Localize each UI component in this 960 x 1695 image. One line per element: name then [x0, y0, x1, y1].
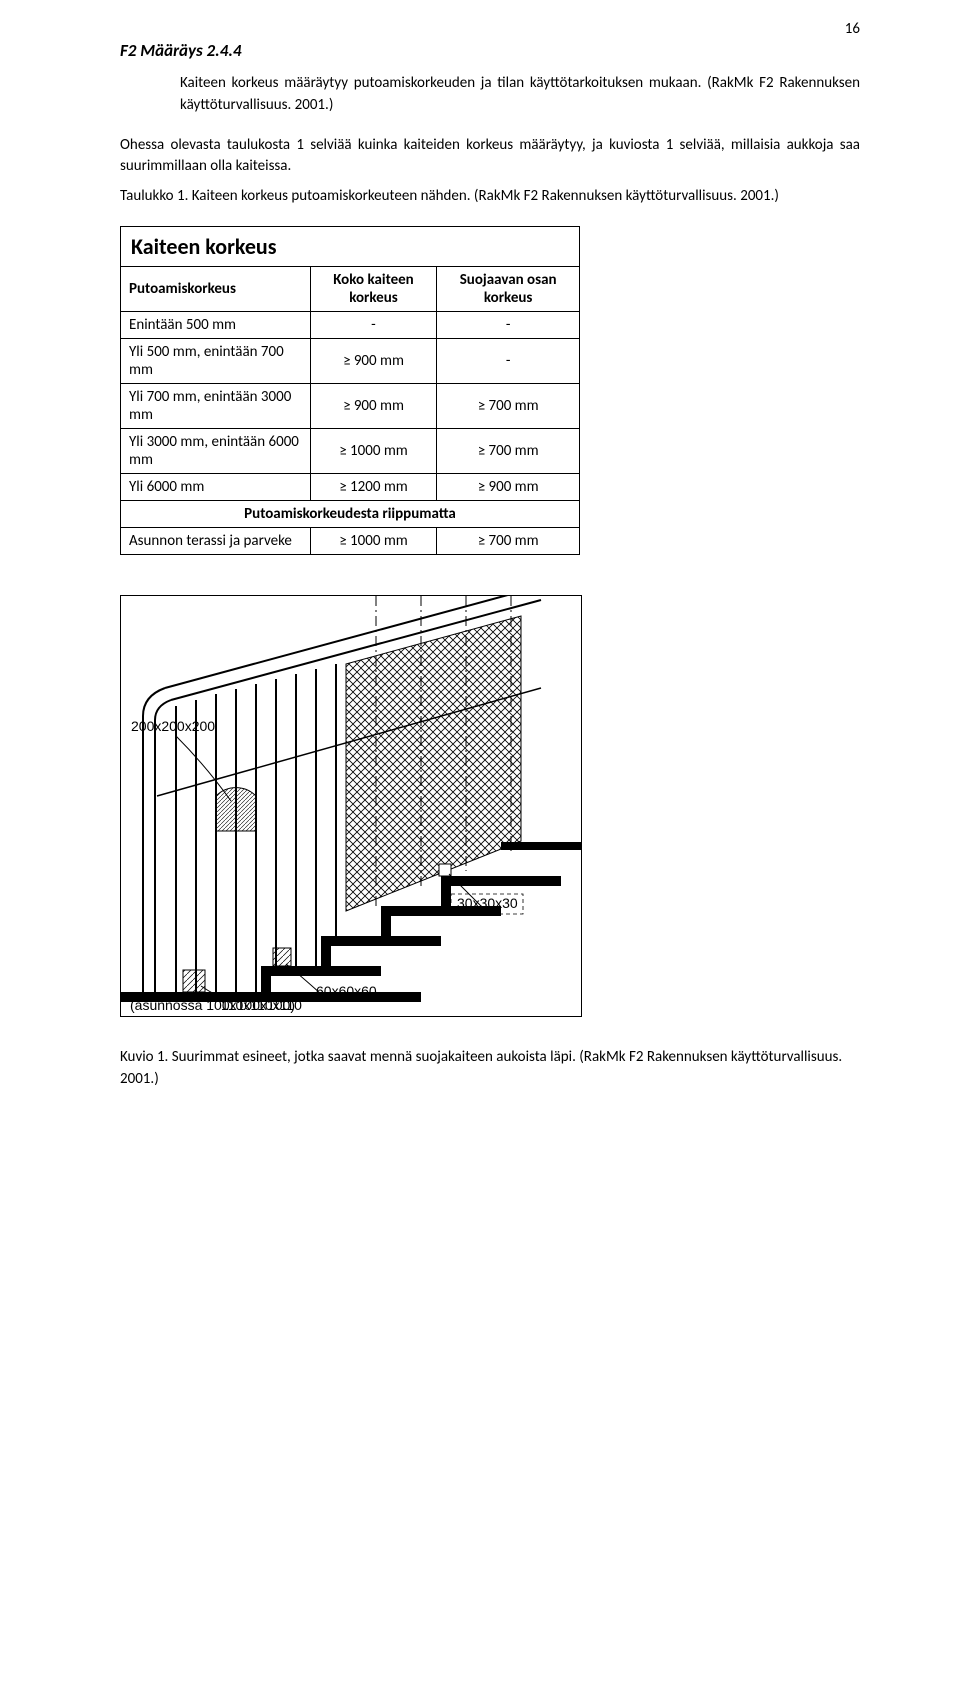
col-header-2: Koko kaiteen korkeus [310, 266, 437, 311]
row-val-2: ≥ 700 mm [437, 527, 580, 554]
row-label: Yli 500 mm, enintään 700 mm [121, 338, 311, 383]
figure-caption: Kuvio 1. Suurimmat esineet, jotka saavat… [120, 1047, 860, 1091]
row-val-2: ≥ 700 mm [437, 428, 580, 473]
diagram-bottom-paren: (asunnossa 100x100x100) [130, 997, 870, 1013]
table-row: Enintään 500 mm - - [121, 311, 580, 338]
row-label: Enintään 500 mm [121, 311, 311, 338]
railing-svg: 200x200x200 30x30x30 60x60x60 110x110x11… [121, 596, 581, 1016]
railing-diagram: 200x200x200 30x30x30 60x60x60 110x110x11… [120, 595, 582, 1017]
svg-text:30x30x30: 30x30x30 [457, 895, 518, 911]
col-header-3: Suojaavan osan korkeus [437, 266, 580, 311]
row-val-1: ≥ 1000 mm [310, 527, 437, 554]
body-paragraph: Ohessa olevasta taulukosta 1 selviää kui… [120, 135, 860, 179]
kaide-table: Kaiteen korkeus Putoamiskorkeus Koko kai… [120, 226, 580, 555]
svg-text:200x200x200: 200x200x200 [131, 718, 215, 734]
row-val-2: ≥ 900 mm [437, 473, 580, 500]
col-header-1: Putoamiskorkeus [121, 266, 311, 311]
table-header-row: Putoamiskorkeus Koko kaiteen korkeus Suo… [121, 266, 580, 311]
table-title-row: Kaiteen korkeus [121, 226, 580, 266]
row-val-1: - [310, 311, 437, 338]
row-val-2: - [437, 311, 580, 338]
table-row: Yli 500 mm, enintään 700 mm ≥ 900 mm - [121, 338, 580, 383]
row-val-1: ≥ 1000 mm [310, 428, 437, 473]
row-label: Yli 3000 mm, enintään 6000 mm [121, 428, 311, 473]
quote-text: Kaiteen korkeus määräytyy putoamiskorkeu… [180, 73, 860, 117]
row-label: Asunnon terassi ja parveke [121, 527, 311, 554]
row-val-1: ≥ 900 mm [310, 338, 437, 383]
row-val-1: ≥ 1200 mm [310, 473, 437, 500]
row-val-2: ≥ 700 mm [437, 383, 580, 428]
table-title: Kaiteen korkeus [121, 226, 580, 266]
table-row: Yli 3000 mm, enintään 6000 mm ≥ 1000 mm … [121, 428, 580, 473]
row-val-1: ≥ 900 mm [310, 383, 437, 428]
table-row: Asunnon terassi ja parveke ≥ 1000 mm ≥ 7… [121, 527, 580, 554]
table-row: Yli 700 mm, enintään 3000 mm ≥ 900 mm ≥ … [121, 383, 580, 428]
table-section-row: Putoamiskorkeudesta riippumatta [121, 500, 580, 527]
row-val-2: - [437, 338, 580, 383]
table-section-header: Putoamiskorkeudesta riippumatta [121, 500, 580, 527]
row-label: Yli 6000 mm [121, 473, 311, 500]
table-row: Yli 6000 mm ≥ 1200 mm ≥ 900 mm [121, 473, 580, 500]
table-caption: Taulukko 1. Kaiteen korkeus putoamiskork… [120, 186, 860, 208]
page: 16 F2 Määräys 2.4.4 Kaiteen korkeus määr… [0, 0, 960, 1695]
quote-block: Kaiteen korkeus määräytyy putoamiskorkeu… [180, 73, 860, 117]
page-number: 16 [845, 20, 860, 38]
row-label: Yli 700 mm, enintään 3000 mm [121, 383, 311, 428]
section-heading: F2 Määräys 2.4.4 [120, 40, 860, 61]
